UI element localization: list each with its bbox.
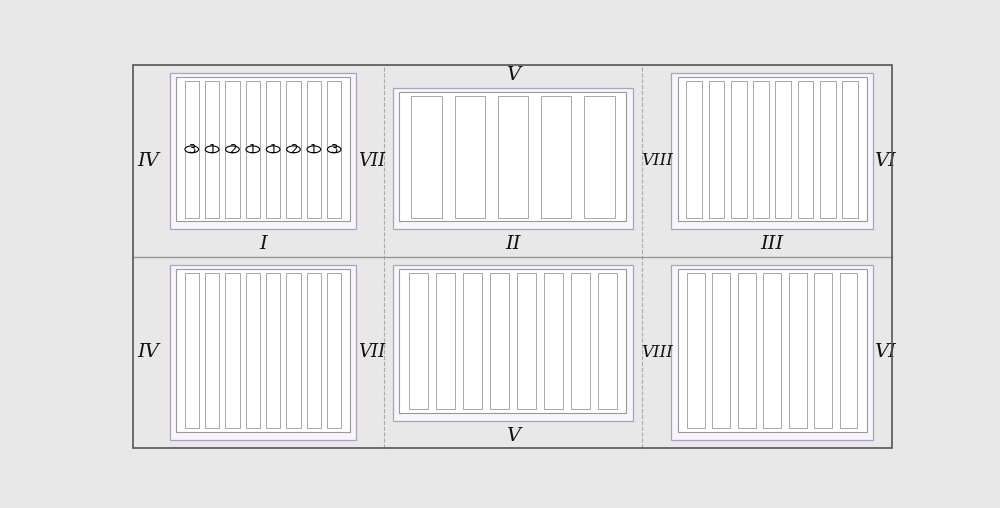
Text: V: V (506, 67, 520, 84)
Text: 1: 1 (269, 143, 277, 156)
Bar (185, 81, 199, 218)
Circle shape (287, 146, 300, 153)
Bar (176, 77, 350, 221)
Bar (399, 92, 626, 221)
Bar (820, 81, 836, 218)
Text: I: I (259, 235, 267, 253)
Text: VI: VI (874, 343, 895, 361)
Bar (584, 96, 615, 218)
Bar (842, 81, 858, 218)
Text: 1: 1 (249, 143, 257, 156)
Circle shape (307, 146, 321, 153)
Bar (544, 273, 563, 409)
Bar (598, 273, 617, 409)
Text: 2: 2 (229, 143, 236, 156)
Bar (307, 81, 321, 218)
Text: VII: VII (359, 152, 386, 170)
Bar (712, 273, 730, 428)
Bar (327, 273, 341, 428)
Bar (393, 265, 633, 421)
Bar (286, 81, 301, 218)
Bar (686, 81, 702, 218)
Bar (246, 273, 260, 428)
Text: VII: VII (359, 343, 386, 361)
Bar (731, 81, 747, 218)
Circle shape (226, 146, 239, 153)
Text: IV: IV (137, 343, 159, 361)
Bar (678, 77, 867, 221)
Text: II: II (505, 235, 521, 253)
Circle shape (246, 146, 260, 153)
Circle shape (266, 146, 280, 153)
Bar (176, 269, 350, 432)
Bar (678, 269, 867, 432)
Bar (246, 81, 260, 218)
Bar (225, 273, 240, 428)
Text: IV: IV (137, 152, 159, 170)
Bar (687, 273, 705, 428)
Text: VIII: VIII (641, 152, 673, 169)
Text: 1: 1 (208, 143, 216, 156)
Bar (411, 96, 442, 218)
Bar (170, 74, 356, 229)
Bar (709, 81, 724, 218)
Bar (571, 273, 590, 409)
Bar (463, 273, 482, 409)
Bar (205, 81, 219, 218)
Text: 1: 1 (310, 143, 318, 156)
Text: 3: 3 (188, 143, 195, 156)
Bar (798, 81, 813, 218)
Bar (738, 273, 756, 428)
Bar (327, 81, 341, 218)
Text: III: III (761, 235, 784, 253)
Bar (225, 81, 240, 218)
Bar (393, 88, 633, 229)
Bar (266, 81, 280, 218)
Text: 3: 3 (330, 143, 338, 156)
Bar (286, 273, 301, 428)
Bar (436, 273, 455, 409)
Bar (498, 96, 528, 218)
Bar (409, 273, 428, 409)
Bar (541, 96, 571, 218)
Bar (490, 273, 509, 409)
Bar (517, 273, 536, 409)
Text: 2: 2 (290, 143, 297, 156)
Circle shape (205, 146, 219, 153)
Text: V: V (506, 427, 520, 445)
Bar (307, 273, 321, 428)
Bar (840, 273, 857, 428)
Bar (266, 273, 280, 428)
Bar (775, 81, 791, 218)
Bar (671, 265, 873, 439)
Bar (763, 273, 781, 428)
Bar (753, 81, 769, 218)
Bar (789, 273, 807, 428)
Bar (170, 265, 356, 439)
Circle shape (185, 146, 199, 153)
Circle shape (327, 146, 341, 153)
Bar (671, 74, 873, 229)
Bar (185, 273, 199, 428)
Bar (399, 269, 626, 413)
Bar (814, 273, 832, 428)
Bar (455, 96, 485, 218)
Text: VIII: VIII (641, 344, 673, 361)
Bar (205, 273, 219, 428)
Text: VI: VI (874, 152, 895, 170)
